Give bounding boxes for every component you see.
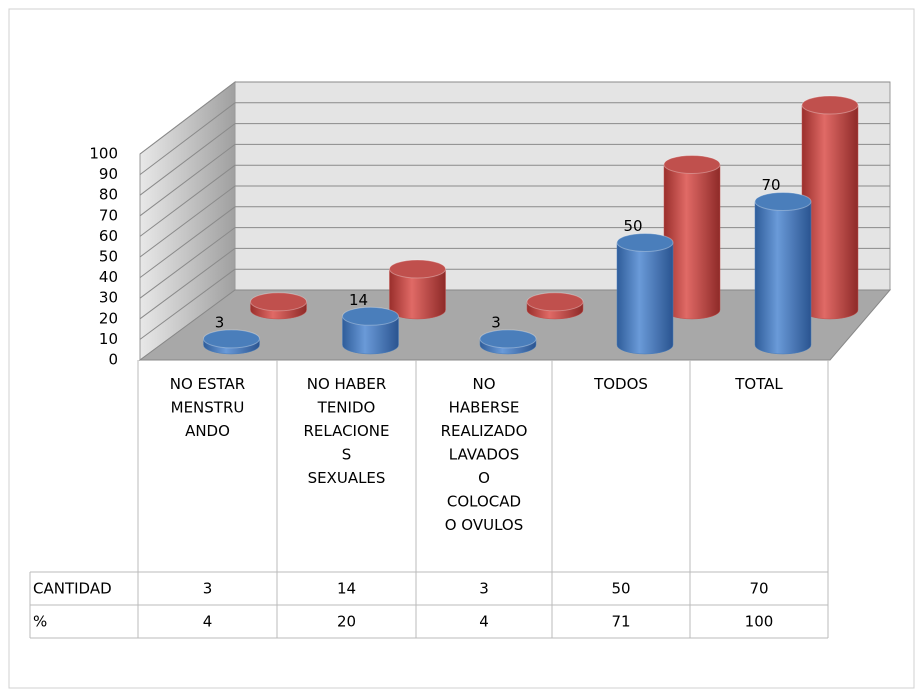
- table-cell: 20: [337, 613, 356, 631]
- data-label: 3: [215, 313, 225, 331]
- category-label: TODOS: [593, 375, 648, 393]
- data-label: 50: [623, 217, 642, 235]
- category-label: TOTAL: [734, 375, 783, 393]
- y-tick-label: 60: [99, 227, 118, 245]
- cylinder-top: [616, 233, 674, 252]
- grid-line: [139, 144, 236, 217]
- y-tick-label: 40: [99, 268, 118, 286]
- table-cell: 14: [337, 580, 356, 598]
- y-tick-label: 50: [99, 248, 118, 266]
- data-label: 3: [491, 313, 501, 331]
- category-label: NO HABER TENIDO RELACIONE S SEXUALES: [303, 375, 389, 487]
- table-cell: 100: [745, 613, 774, 631]
- y-tick-label: 0: [108, 351, 118, 369]
- y-tick-label: 80: [99, 186, 118, 204]
- grid-line: [139, 81, 236, 155]
- cylinder-top: [389, 259, 446, 279]
- y-tick-label: 20: [99, 309, 118, 327]
- cylinder-top: [250, 292, 307, 312]
- table-cell: 4: [203, 613, 213, 631]
- y-tick-label: 70: [99, 206, 118, 224]
- table-cell: 3: [479, 580, 489, 598]
- table-cell: 71: [611, 613, 630, 631]
- category-label: NO ESTAR MENSTRU ANDO: [170, 375, 245, 440]
- row-header: %: [33, 613, 47, 631]
- table-cell: 3: [203, 580, 213, 598]
- frame: [8, 8, 915, 689]
- y-tick-label: 30: [99, 289, 118, 307]
- grid-line: [139, 268, 236, 340]
- cylinder-top: [663, 154, 721, 174]
- data-label: 70: [761, 176, 780, 194]
- table-cell: 50: [611, 580, 630, 598]
- grid-line: [139, 247, 236, 320]
- cylinder-top: [203, 329, 260, 349]
- row-header: CANTIDAD: [33, 580, 112, 598]
- cylinder: [616, 242, 674, 355]
- grid-line: [139, 123, 236, 196]
- grid-line: [139, 164, 236, 237]
- cylinder-top: [754, 192, 812, 211]
- y-tick-label: 100: [89, 145, 118, 163]
- data-label: 14: [349, 291, 368, 309]
- grid-line: [139, 227, 236, 299]
- grid-line: [139, 206, 236, 279]
- grid-line: [139, 185, 236, 258]
- cylinder-top: [479, 329, 537, 349]
- cylinder-top: [801, 95, 859, 115]
- cylinder: [754, 201, 812, 355]
- grid-line: [139, 102, 236, 175]
- y-tick-label: 90: [99, 165, 118, 183]
- table-cell: 4: [479, 613, 489, 631]
- table-cell: 70: [749, 580, 768, 598]
- y-tick-label: 10: [99, 330, 118, 348]
- category-label: NO HABERSE REALIZADO LAVADOS O COLOCAD O OVULO…: [441, 375, 528, 534]
- cylinder-top: [342, 306, 399, 326]
- cylinder-top: [526, 292, 584, 312]
